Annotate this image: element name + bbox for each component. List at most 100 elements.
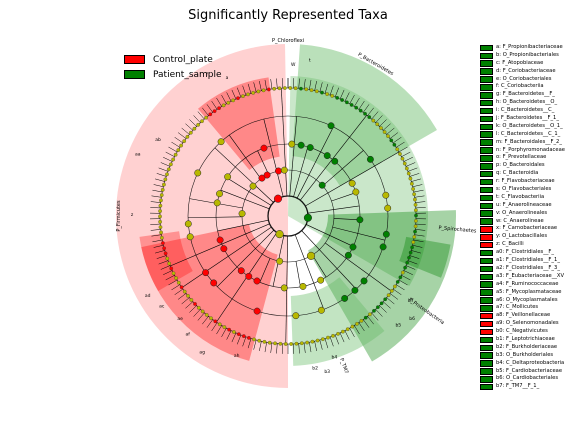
leaf-spoke [412,244,423,248]
taxa-swatch [480,336,493,344]
tree-branch [281,88,288,197]
sector-letter: t [309,58,311,64]
taxa-swatch [480,249,493,257]
leaf-spoke [389,132,399,139]
leaf-spoke [231,332,237,343]
taxa-swatch [480,383,493,391]
leaf-spoke [371,111,379,120]
leaf-spoke [151,195,162,198]
leaf-node [406,171,411,176]
leaf-spoke [174,137,184,144]
leaf-node [221,103,226,108]
root-node [306,251,316,260]
taxa-label: l: C_Bacteroidetes__C_1_ [496,130,561,137]
leaf-node [410,245,414,250]
taxa-key-item: i: C_Bacteroidetes__C_ [480,107,576,115]
clade-node [297,141,305,149]
taxa-swatch [480,60,493,67]
leaf-spoke [398,146,408,153]
leaf-spoke [156,255,167,259]
clade-node [184,220,192,228]
tree-branch [170,223,270,267]
leaf-spoke [412,184,423,188]
leaf-node [189,298,194,302]
leaf-node [314,89,319,94]
leaf-node [336,331,340,336]
leaf-node [376,305,380,309]
leaf-node [411,240,416,245]
leaf-spoke [309,79,312,90]
taxa-label: o: F_Prevotellaceae [496,154,547,161]
taxa-swatch [480,305,493,312]
leaf-spoke [151,234,162,237]
taxa-swatch [480,312,493,320]
leaf-node [196,123,200,127]
leaf-node [212,109,217,113]
leaf-node [176,280,181,285]
leaf-spoke [193,115,201,123]
leaf-node [160,187,165,192]
leaf-spoke [259,341,262,352]
sector-letter: z [131,213,134,218]
leaf-spoke [413,239,424,243]
leaf-spoke [379,119,387,127]
taxa-label: b: O_Propionibacteriales [496,51,559,58]
taxa-swatch [480,202,493,209]
leaf-spoke [270,79,273,90]
leaf-node [412,235,417,239]
leaf-spoke [303,342,306,353]
leaf-spoke [155,250,165,254]
tree-branch [322,150,364,187]
tree-branch [259,258,271,283]
leaf-spoke [339,332,345,343]
leaf-spoke [324,83,329,94]
leaf-spoke [242,336,247,347]
leaf-spoke [206,104,213,113]
taxa-key-item: b7: F_TM7__F_1_ [480,383,576,391]
leaf-node [293,86,298,91]
taxa-label: p: O_Bacteroidales [496,162,545,169]
highlight-sector [116,44,288,389]
taxa-swatch [480,115,493,123]
leaf-spoke [298,343,300,354]
taxa-label: b5: F_Cardiobacteriaceae [496,367,563,374]
highlight-sectors [116,44,456,389]
leaf-node [386,134,390,138]
leaf-node [330,94,335,98]
leaf-node [160,235,164,240]
taxa-label: b7: F_TM7__F_1_ [496,383,540,390]
leaf-node [413,229,417,234]
taxa-key-item: s: O_Flavobacteriales [480,186,576,194]
leaf-node [196,305,201,310]
taxa-label: x: F_Carnobacteriaceae [496,225,558,232]
tree-branch [217,219,269,232]
leaf-spoke [329,336,334,347]
sector-letter: b4 [331,355,337,361]
highlight-sector [141,224,278,361]
taxa-swatch [480,68,493,75]
leaf-node [335,95,340,100]
leaf-node [309,88,314,93]
leaf-node [236,332,241,337]
leaf-spoke [189,119,197,127]
leaf-spoke [211,100,218,110]
sector-letter: b2 [312,366,318,372]
leaf-spoke [334,87,340,98]
leaf-node [289,342,293,346]
taxa-key-item: b3: O_Burkholderiales [480,352,576,360]
tree-branch [305,151,400,207]
leaf-spoke [160,265,171,270]
clade-node [349,243,357,251]
leaf-node [350,324,355,329]
leaf-node [403,265,407,270]
leaf-node [331,333,335,338]
tree-nodes [158,86,418,346]
taxa-key-item: c: F_Atopobiaceae [480,60,576,68]
leaf-spoke [349,328,355,338]
leaf-node [395,280,400,284]
leaf-node [200,119,204,124]
leaf-node [251,90,255,95]
clade-node [292,312,300,320]
taxa-swatch [480,44,493,52]
leaf-node [163,251,168,256]
